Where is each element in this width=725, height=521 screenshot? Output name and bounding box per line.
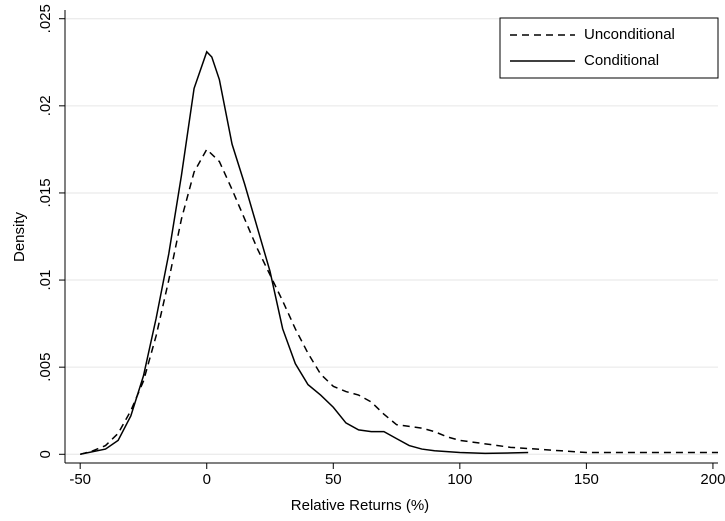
legend-box [499,17,719,79]
y-tick-label: 0 [37,450,54,458]
y-tick-label: .005 [37,353,54,382]
x-tick-label: 200 [700,471,725,488]
x-axis-title: Relative Returns (%) [291,497,429,514]
y-tick-label: .02 [37,95,54,116]
x-tick-label: 100 [447,471,472,488]
x-tick-label: 50 [325,471,342,488]
y-tick-label: .01 [37,270,54,291]
legend-label: Conditional [584,52,659,69]
y-tick-label: .015 [37,178,54,207]
y-axis-title: Density [11,211,28,262]
x-tick-label: 150 [574,471,599,488]
x-tick-label: -50 [69,471,91,488]
y-tick-label: .025 [37,4,54,33]
x-tick-label: 0 [203,471,211,488]
line [80,50,529,456]
line [79,148,718,456]
legend-label: Unconditional [584,26,675,43]
